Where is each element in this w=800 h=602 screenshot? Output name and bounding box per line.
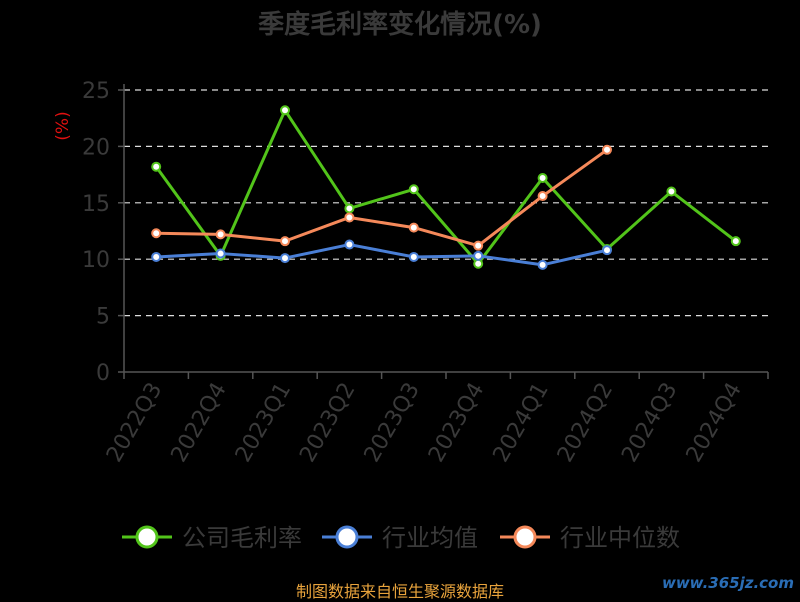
- y-tick-label: 20: [82, 135, 110, 160]
- x-tick-label: 2022Q3: [102, 379, 167, 467]
- series-line: [156, 148, 608, 248]
- data-point: [537, 259, 548, 270]
- y-tick-label: 25: [82, 79, 110, 104]
- data-point: [151, 251, 162, 262]
- data-point: [344, 239, 355, 250]
- data-point: [473, 240, 484, 251]
- x-tick-label: 2023Q2: [295, 379, 360, 467]
- x-tick-label: 2022Q4: [166, 379, 231, 467]
- legend-label: 行业均值: [382, 524, 478, 552]
- x-tick-label: 2024Q1: [488, 379, 553, 467]
- series-line: [156, 243, 608, 267]
- data-point: [473, 258, 484, 269]
- data-point: [280, 236, 290, 247]
- data-point: [344, 203, 355, 214]
- data-point: [344, 212, 355, 223]
- data-point: [215, 229, 226, 240]
- x-tick-label: 2023Q4: [424, 379, 489, 467]
- grid-lines: [124, 89, 768, 317]
- data-point: [408, 184, 419, 195]
- data-point: [602, 245, 612, 256]
- chart-title: 季度毛利率变化情况(%): [258, 10, 542, 40]
- data-point: [280, 253, 290, 264]
- series-line: [154, 108, 737, 266]
- y-tick-labels: 0 5 10 15 20 25: [82, 79, 110, 386]
- x-tick-label: 2023Q1: [231, 379, 296, 467]
- legend-marker: [335, 525, 359, 549]
- series-group: [151, 105, 741, 270]
- y-tick-label: 0: [96, 361, 110, 386]
- data-point: [151, 228, 162, 239]
- data-point: [280, 105, 290, 116]
- data-point: [151, 161, 162, 172]
- x-tick-label: 2024Q3: [617, 379, 682, 467]
- x-tick-label: 2023Q3: [360, 379, 425, 467]
- data-point: [537, 191, 548, 202]
- data-point: [537, 172, 548, 183]
- watermark: www.365jz.com: [661, 574, 794, 592]
- x-tick-labels: 2022Q3 2022Q4 2023Q1 2023Q2 2023Q3 2023Q4 2024…: [102, 379, 747, 467]
- legend-label: 行业中位数: [560, 524, 680, 552]
- legend-label: 公司毛利率: [182, 524, 302, 552]
- data-point: [473, 250, 484, 261]
- y-tick-label: 10: [82, 248, 110, 273]
- data-point: [602, 144, 612, 155]
- data-point: [730, 236, 741, 247]
- y-tick-label: 5: [96, 305, 110, 330]
- y-unit-label: (%): [53, 111, 73, 140]
- y-tick-label: 15: [82, 192, 110, 217]
- data-point: [666, 186, 677, 197]
- data-point: [215, 248, 226, 259]
- x-tick-label: 2024Q4: [682, 379, 747, 467]
- data-point: [408, 222, 419, 233]
- legend-marker: [513, 525, 537, 549]
- legend-marker: [135, 525, 159, 549]
- x-tick-label: 2024Q2: [553, 379, 618, 467]
- axes: [118, 84, 769, 379]
- source-note: 制图数据来自恒生聚源数据库: [295, 582, 504, 601]
- data-point: [408, 251, 419, 262]
- legend: 公司毛利率 行业均值 行业中位数: [122, 524, 680, 552]
